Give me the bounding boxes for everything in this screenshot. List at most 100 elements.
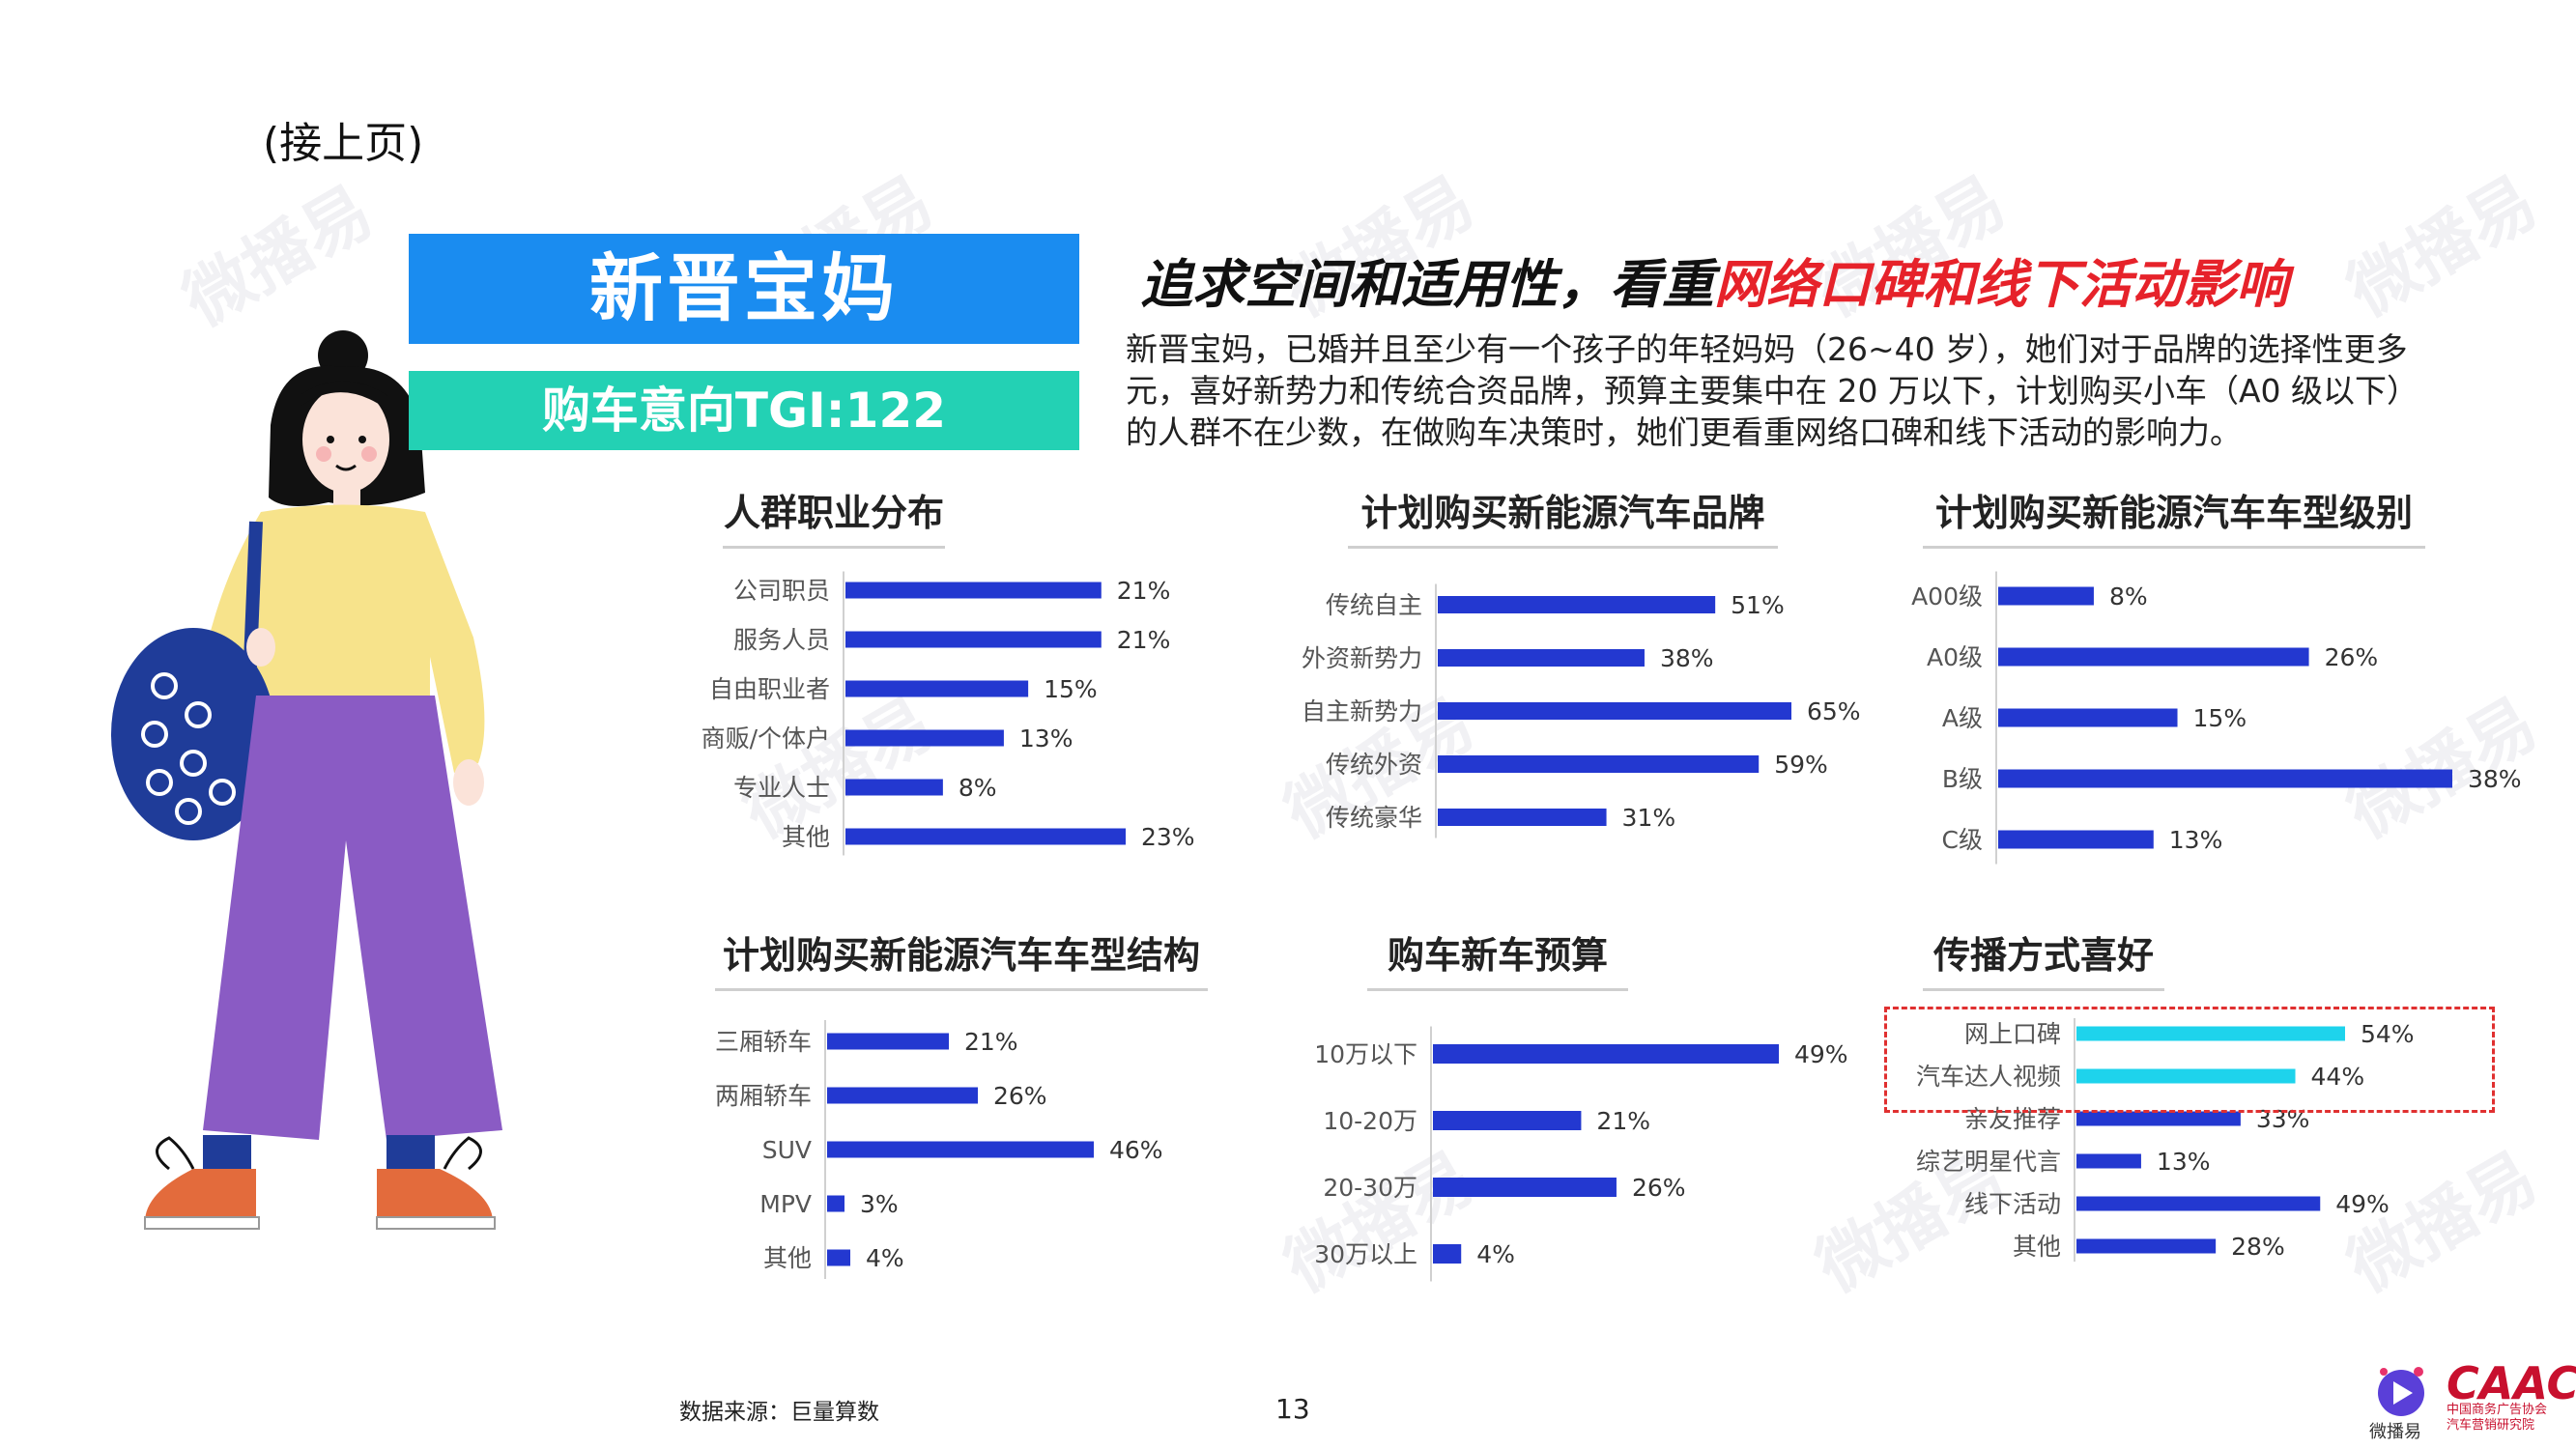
value-label: 26% xyxy=(2325,643,2379,671)
chart-title-nev-body: 计划购买新能源汽车车型结构 xyxy=(715,925,1208,991)
page-number: 13 xyxy=(1275,1393,1310,1425)
value-label: 51% xyxy=(1731,591,1785,619)
category-label: A00级 xyxy=(1911,582,1983,611)
caac-logo: CAAC xyxy=(2447,1357,2576,1409)
bar xyxy=(827,1141,1094,1158)
chart-title-nev-brand: 计划购买新能源汽车品牌 xyxy=(1348,483,1778,549)
value-label: 46% xyxy=(1109,1136,1163,1164)
bar xyxy=(1433,1111,1582,1130)
bar xyxy=(827,1033,949,1050)
category-label: C级 xyxy=(1942,826,1983,854)
value-label: 28% xyxy=(2231,1233,2285,1261)
value-label: 8% xyxy=(2109,582,2148,611)
bar xyxy=(1438,755,1760,773)
category-label: 两厢轿车 xyxy=(715,1082,812,1110)
bar xyxy=(2076,1026,2345,1041)
value-label: 21% xyxy=(1596,1107,1650,1135)
chart-occupation: 公司职员 21% 服务人员 21% 自由职业者 15% 商贩/个体户 13% 专业人士 8% 其他 2… xyxy=(701,571,1195,856)
bar xyxy=(827,1087,978,1104)
category-label: 其他 xyxy=(2013,1233,2061,1261)
value-label: 15% xyxy=(2193,704,2247,732)
bar xyxy=(2076,1068,2296,1084)
value-label: 13% xyxy=(1019,724,1073,753)
value-label: 65% xyxy=(1807,697,1861,725)
chart-channel: 网上口碑 54% 汽车达人视频 44% 亲友推荐 33% 综艺明星代言 13% 线下活动 49% 其… xyxy=(1916,1018,2415,1262)
value-label: 44% xyxy=(2311,1063,2365,1091)
value-label: 26% xyxy=(993,1082,1047,1110)
description: 新晋宝妈，已婚并且至少有一个孩子的年轻妈妈（26~40 岁），她们对于品牌的选择… xyxy=(1126,330,2419,451)
weiboyi-logo-icon xyxy=(2378,1367,2424,1416)
value-label: 49% xyxy=(1794,1040,1848,1068)
highlight-frame xyxy=(1884,1007,2495,1113)
continued-label: (接上页) xyxy=(263,119,424,168)
bar xyxy=(845,729,1004,747)
caac-logo-subtitle: 中国商务广告协会 汽车营销研究院 xyxy=(2447,1403,2548,1433)
persona-title: 新晋宝妈 xyxy=(409,234,1079,344)
value-label: 4% xyxy=(1476,1240,1515,1268)
category-label: 商贩/个体户 xyxy=(701,724,830,753)
value-label: 4% xyxy=(866,1244,904,1272)
chart-nev-class: A00级 8% A0级 26% A级 15% B级 38% C级 13% xyxy=(1911,571,2522,865)
bar xyxy=(827,1195,844,1212)
category-label: 自主新势力 xyxy=(1302,697,1422,725)
value-label: 15% xyxy=(1044,675,1098,703)
chart-title-budget: 购车新车预算 xyxy=(1367,925,1628,991)
category-label: 亲友推荐 xyxy=(1964,1105,2061,1133)
bar xyxy=(845,582,1102,599)
category-label: 专业人士 xyxy=(733,774,830,802)
category-label: 线下活动 xyxy=(1964,1190,2061,1218)
value-label: 33% xyxy=(2256,1105,2310,1133)
category-label: MPV xyxy=(759,1190,812,1218)
bar xyxy=(845,779,943,796)
chart-title-occupation: 人群职业分布 xyxy=(723,483,945,549)
bar xyxy=(1433,1178,1617,1197)
bar xyxy=(1438,649,1645,667)
category-label: 其他 xyxy=(763,1244,812,1272)
headline-highlight: 网络口碑和线下活动影响 xyxy=(1714,254,2288,315)
category-label: 公司职员 xyxy=(733,577,830,605)
value-label: 13% xyxy=(2157,1148,2211,1176)
bar xyxy=(2076,1238,2217,1254)
value-label: 13% xyxy=(2169,826,2223,854)
tgi-badge: 购车意向TGI:122 xyxy=(409,371,1079,450)
category-label: B级 xyxy=(1942,765,1983,793)
bar xyxy=(1998,769,2452,788)
category-label: A0级 xyxy=(1927,643,1983,671)
headline-main: 追求空间和适用性，看重 xyxy=(1140,254,1714,315)
bar xyxy=(2076,1111,2241,1126)
category-label: 20-30万 xyxy=(1323,1174,1417,1202)
bar xyxy=(1433,1044,1779,1064)
value-label: 38% xyxy=(1660,644,1714,672)
category-label: 30万以上 xyxy=(1314,1240,1417,1268)
value-label: 23% xyxy=(1141,823,1195,851)
value-label: 59% xyxy=(1774,751,1828,779)
value-label: 54% xyxy=(2361,1020,2415,1048)
category-label: 综艺明星代言 xyxy=(1916,1148,2061,1176)
category-label: 传统豪华 xyxy=(1326,804,1422,832)
bar xyxy=(1433,1244,1462,1264)
value-label: 3% xyxy=(860,1190,899,1218)
weiboyi-logo-text: 微播易 xyxy=(2369,1422,2421,1442)
bar xyxy=(1998,708,2178,727)
category-label: 三厢轿车 xyxy=(715,1028,812,1056)
category-label: 汽车达人视频 xyxy=(1916,1063,2061,1091)
category-label: 外资新势力 xyxy=(1302,644,1422,672)
bar xyxy=(1438,596,1716,613)
category-label: SUV xyxy=(762,1136,812,1164)
headline: 追求空间和适用性，看重网络口碑和线下活动影响 xyxy=(1140,242,2288,318)
chart-title-channel: 传播方式喜好 xyxy=(1923,925,2164,991)
value-label: 21% xyxy=(964,1028,1018,1056)
value-label: 38% xyxy=(2468,765,2522,793)
chart-nev-brand: 传统自主 51% 外资新势力 38% 自主新势力 65% 传统外资 59% 传统豪华 31% xyxy=(1302,583,1861,838)
bar xyxy=(845,828,1126,845)
category-label: 传统外资 xyxy=(1326,751,1422,779)
data-source: 数据来源：巨量算数 xyxy=(679,1400,879,1425)
value-label: 21% xyxy=(1117,626,1171,654)
chart-budget: 10万以下 49% 10-20万 21% 20-30万 26% 30万以上 4% xyxy=(1314,1026,1848,1282)
category-label: 10万以下 xyxy=(1314,1040,1417,1068)
category-label: 其他 xyxy=(782,823,830,851)
value-label: 26% xyxy=(1632,1174,1686,1202)
bar xyxy=(1438,809,1607,826)
watermark: 微播易 xyxy=(170,171,386,342)
category-label: 10-20万 xyxy=(1323,1107,1417,1135)
